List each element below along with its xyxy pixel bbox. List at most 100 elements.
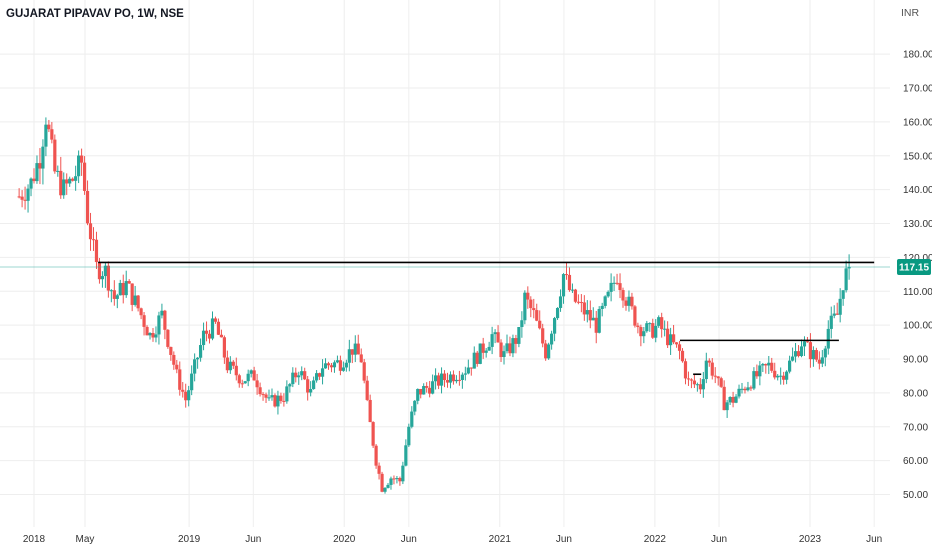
candle (276, 390, 280, 415)
x-tick-label: 2022 (644, 534, 667, 545)
candle-body (29, 178, 33, 189)
candle (436, 372, 441, 390)
candle (142, 312, 146, 336)
candle-body (106, 265, 110, 291)
candle-body (356, 343, 360, 355)
candle-body (404, 445, 408, 466)
candle (425, 382, 429, 393)
candle (555, 307, 560, 320)
candle-body (532, 308, 536, 311)
candle-body (490, 334, 494, 347)
candle (246, 369, 250, 387)
candle-body (790, 356, 795, 361)
candle (383, 487, 387, 494)
candle (17, 188, 21, 199)
candle-body (481, 343, 485, 353)
candle (454, 375, 459, 384)
candle-body (782, 375, 786, 380)
candle (210, 311, 215, 341)
candle (362, 358, 366, 384)
candle-body (552, 318, 557, 334)
candle (255, 373, 259, 395)
x-tick-label: Jun (556, 534, 572, 545)
candle-body (654, 325, 658, 338)
candle-body (407, 426, 411, 446)
candle-body (517, 327, 521, 344)
candle (53, 134, 57, 174)
candle (823, 345, 827, 367)
candle-body (431, 381, 435, 394)
candle (606, 290, 610, 298)
candle-body (50, 129, 54, 140)
candle-body (719, 378, 723, 387)
candle-body (511, 338, 515, 354)
last-price-tag-bg (897, 259, 931, 276)
candle-body (255, 380, 259, 388)
candle-body (844, 268, 848, 291)
last-price-tag-text: 117.15 (899, 263, 929, 274)
candle (752, 367, 756, 391)
candle-body (279, 395, 283, 401)
candle-body (814, 350, 818, 360)
candle (579, 294, 583, 313)
candle (222, 335, 226, 364)
candle-body (680, 350, 685, 362)
candle-body (17, 196, 21, 198)
candle (832, 305, 836, 319)
candle (326, 361, 331, 370)
candle (341, 361, 345, 372)
candle-body (124, 281, 128, 296)
candle (743, 386, 747, 394)
candle (243, 380, 247, 384)
candle-body (761, 364, 765, 366)
candle (615, 273, 619, 286)
candle-body (133, 295, 137, 305)
candle-body (838, 298, 842, 315)
candle (157, 311, 161, 345)
candle-body (395, 478, 399, 480)
candle (811, 346, 815, 367)
candle (26, 184, 30, 213)
candle (91, 227, 96, 251)
candle-body (773, 370, 777, 378)
candle-body (300, 371, 304, 376)
y-tick-label: 80.00 (903, 388, 928, 399)
candle (136, 294, 140, 312)
candle-body (371, 422, 375, 446)
candle (94, 231, 99, 269)
candle-body (689, 379, 694, 381)
candle (582, 295, 586, 321)
x-tick-label: 2021 (489, 534, 512, 545)
candle (178, 361, 182, 396)
candle-body (555, 307, 560, 319)
candle-body (597, 308, 601, 333)
candle-body (353, 343, 357, 355)
candle-body (508, 343, 512, 354)
candle-body (228, 361, 232, 371)
candle-body (350, 349, 354, 355)
candle-body (359, 354, 363, 363)
candle-body (451, 374, 456, 382)
y-tick-label: 90.00 (903, 355, 928, 366)
candle-body (201, 330, 206, 346)
candle-body (475, 352, 479, 364)
candle (297, 371, 301, 385)
candle-body (362, 362, 366, 381)
candle-body (669, 334, 673, 346)
candle (630, 292, 634, 310)
x-tick-label: 2018 (23, 534, 46, 545)
candle-body (109, 290, 113, 292)
candle-body (433, 375, 438, 382)
candle-body (505, 343, 509, 352)
candle-body (166, 329, 170, 347)
candle-body (811, 350, 815, 360)
candle-body (326, 363, 331, 366)
candle-body (722, 386, 726, 411)
x-axis: 2018 May 2019 Jun 2020 Jun 2021 Jun 2022 Jun 2023 J… (23, 534, 882, 545)
candle (547, 342, 551, 360)
candle-body (799, 346, 804, 357)
candle-body (383, 487, 387, 492)
candle-body (410, 411, 414, 427)
candle-body (380, 473, 384, 492)
